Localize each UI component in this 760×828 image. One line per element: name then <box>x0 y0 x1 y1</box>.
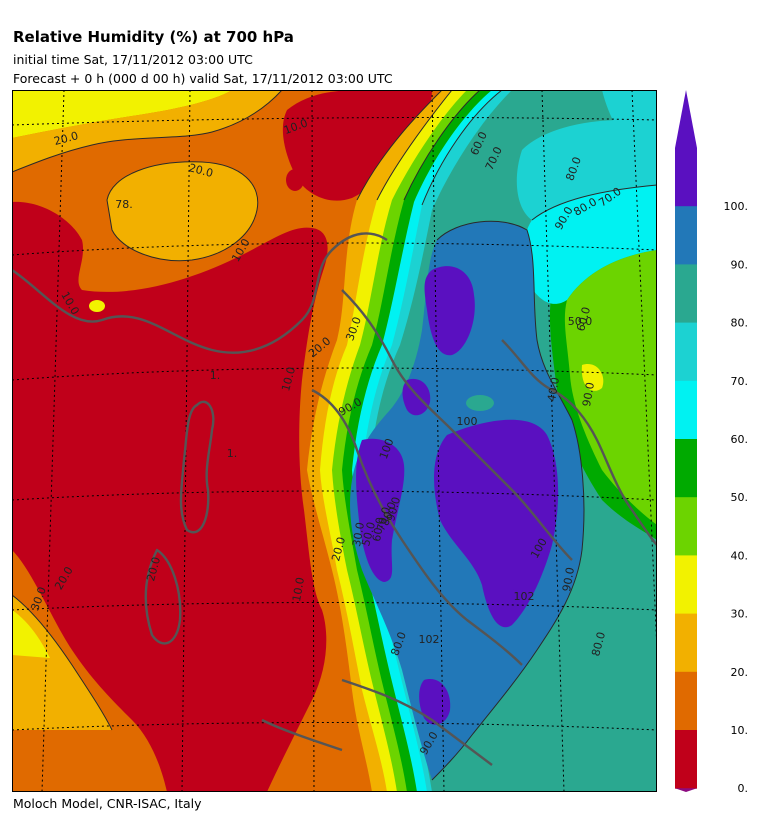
contour-label: 90.0 <box>560 566 577 592</box>
humidity-map: 20.010.020.078.10.010.020.030.010.01.1.3… <box>12 90 657 792</box>
field-dry-top <box>282 90 432 201</box>
contour-label: 102 <box>514 590 535 603</box>
field-dry-main <box>12 201 328 792</box>
field-30-left <box>12 595 112 730</box>
model-credit: Moloch Model, CNR-ISAC, Italy <box>13 796 202 811</box>
field-east-60 <box>522 185 657 304</box>
legend-tick-label: 100. <box>724 200 749 213</box>
field-40-left <box>12 610 50 658</box>
legend-tick-label: 40. <box>731 549 749 562</box>
contour-label: 50.0 <box>359 521 378 548</box>
legend-swatch <box>675 439 697 498</box>
contour-label: 20.0 <box>53 129 80 148</box>
legend-swatch <box>675 380 697 440</box>
legend-tick-label: 90. <box>731 258 749 271</box>
contour-label: 60.0 <box>574 306 593 333</box>
legend-over-arrow <box>675 90 697 148</box>
chart-title: Relative Humidity (%) at 700 hPa <box>13 28 294 46</box>
contour-label: 1. <box>227 447 238 460</box>
legend-swatch <box>675 613 697 673</box>
field-east-70 <box>516 120 657 220</box>
legend-swatch <box>675 206 697 265</box>
field-small-green <box>466 395 494 411</box>
color-legend: 0. 10. 20. 30. 40. 50. 60. 70. 80. 90. 100. <box>675 90 749 792</box>
contour-label: 1. <box>210 369 221 382</box>
legend-tick-label: 70. <box>731 375 749 388</box>
contour-label: 10.0 <box>290 576 307 602</box>
field-small-red <box>286 169 304 191</box>
legend-under-arrow <box>675 788 697 792</box>
legend-tick-label: 0. <box>738 782 749 792</box>
field-100-c <box>356 438 405 582</box>
contour-label: 10.0 <box>279 366 298 393</box>
legend-swatch <box>675 555 697 615</box>
legend-swatch <box>675 671 697 731</box>
contour-label: 30.0 <box>350 521 367 547</box>
legend-swatch <box>675 497 697 556</box>
field-20-topleft <box>12 90 282 172</box>
field-20-pocket <box>107 161 258 261</box>
contour-label: 50.0 <box>568 315 593 328</box>
field-100-f <box>511 588 528 607</box>
contour-label: 20.0 <box>329 536 348 563</box>
contour-label: 90.0 <box>384 496 403 523</box>
initial-time: initial time Sat, 17/11/2012 03:00 UTC <box>13 52 253 67</box>
field-east-lightgreen <box>564 250 657 525</box>
legend-swatch <box>675 730 697 789</box>
contour-label: 90.0 <box>580 381 597 407</box>
contour-label: 80.0 <box>589 631 608 658</box>
legend-tick-label: 80. <box>731 317 749 330</box>
legend-tick-label: 20. <box>731 666 749 679</box>
contour-label: 20.0 <box>144 556 163 583</box>
field-100-b <box>434 419 559 628</box>
field-small-yellow <box>89 300 105 312</box>
legend-tick-label: 30. <box>731 608 749 621</box>
legend-tick-label: 50. <box>731 491 749 504</box>
legend-swatch <box>675 264 697 324</box>
contour-label: 78. <box>115 198 133 211</box>
contour-label: 102 <box>419 633 440 646</box>
contour-label: 100 <box>457 415 478 428</box>
contour-label: 70.0 <box>374 506 393 533</box>
field-100-a <box>424 266 475 356</box>
field-yellow-topleft <box>12 90 232 138</box>
field-east-yellow <box>581 364 604 391</box>
contour-label: 60.0 <box>370 516 387 542</box>
legend-tick-label: 10. <box>731 724 749 737</box>
contour-label: 20.0 <box>187 161 214 180</box>
legend-tick-label: 60. <box>731 433 749 446</box>
legend-swatch <box>675 148 697 207</box>
forecast-validity: Forecast + 0 h (000 d 00 h) valid Sat, 1… <box>13 71 393 86</box>
legend-swatch <box>675 322 697 382</box>
contour-label: 40.0 <box>545 376 562 402</box>
